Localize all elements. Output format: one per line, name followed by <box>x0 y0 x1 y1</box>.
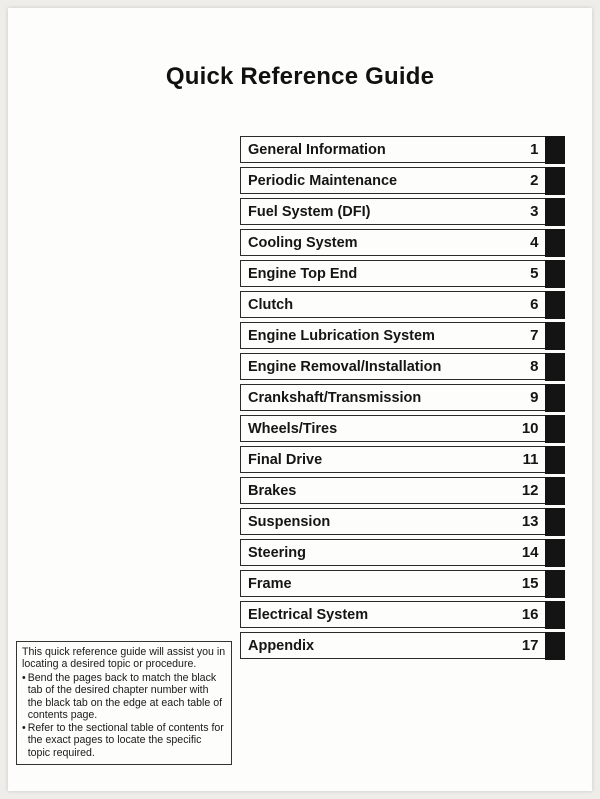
toc-number: 12 <box>517 482 543 499</box>
toc-label: Suspension <box>241 514 517 530</box>
toc-row: Wheels/Tires10 <box>240 415 564 442</box>
toc-number: 13 <box>517 513 543 530</box>
toc-row: General Information1 <box>240 136 564 163</box>
black-tab <box>545 291 565 319</box>
toc-number: 7 <box>517 327 543 344</box>
toc-label: Electrical System <box>241 607 517 623</box>
black-tab <box>545 570 565 598</box>
toc-row: Engine Top End5 <box>240 260 564 287</box>
toc-number: 14 <box>517 544 543 561</box>
toc-label: Crankshaft/Transmission <box>241 390 517 406</box>
table-of-contents: General Information1Periodic Maintenance… <box>240 136 564 663</box>
black-tab <box>545 539 565 567</box>
toc-row: Steering14 <box>240 539 564 566</box>
toc-number: 10 <box>517 420 543 437</box>
note-bullet: Refer to the sectional table of contents… <box>22 722 226 760</box>
toc-row: Engine Removal/Installation8 <box>240 353 564 380</box>
page-title: Quick Reference Guide <box>8 63 592 91</box>
black-tab <box>545 167 565 195</box>
toc-row: Engine Lubrication System7 <box>240 322 564 349</box>
black-tab <box>545 384 565 412</box>
toc-row: Fuel System (DFI)3 <box>240 198 564 225</box>
toc-label: Engine Lubrication System <box>241 328 517 344</box>
toc-label: Steering <box>241 545 517 561</box>
toc-label: Final Drive <box>241 452 517 468</box>
toc-label: Engine Removal/Installation <box>241 359 517 375</box>
black-tab <box>545 415 565 443</box>
toc-label: Clutch <box>241 297 517 313</box>
black-tab <box>545 322 565 350</box>
note-intro: This quick reference guide will assist y… <box>22 646 226 671</box>
page: Quick Reference Guide General Informatio… <box>8 8 592 791</box>
toc-number: 4 <box>517 234 543 251</box>
black-tab <box>545 477 565 505</box>
toc-number: 6 <box>517 296 543 313</box>
toc-row: Final Drive11 <box>240 446 564 473</box>
toc-number: 15 <box>517 575 543 592</box>
black-tab <box>545 198 565 226</box>
toc-number: 5 <box>517 265 543 282</box>
toc-label: General Information <box>241 142 517 158</box>
black-tab <box>545 508 565 536</box>
toc-number: 16 <box>517 606 543 623</box>
black-tab <box>545 446 565 474</box>
toc-label: Brakes <box>241 483 517 499</box>
toc-row: Frame15 <box>240 570 564 597</box>
black-tab <box>545 353 565 381</box>
toc-number: 8 <box>517 358 543 375</box>
toc-label: Frame <box>241 576 517 592</box>
black-tab <box>545 601 565 629</box>
toc-number: 1 <box>517 141 543 158</box>
toc-label: Engine Top End <box>241 266 517 282</box>
toc-number: 3 <box>517 203 543 220</box>
toc-row: Brakes12 <box>240 477 564 504</box>
black-tab <box>545 229 565 257</box>
toc-label: Appendix <box>241 638 517 654</box>
toc-row: Crankshaft/Transmission9 <box>240 384 564 411</box>
toc-row: Electrical System16 <box>240 601 564 628</box>
toc-label: Periodic Maintenance <box>241 173 517 189</box>
toc-row: Cooling System4 <box>240 229 564 256</box>
black-tab <box>545 136 565 164</box>
toc-label: Cooling System <box>241 235 517 251</box>
black-tab <box>545 260 565 288</box>
toc-number: 11 <box>517 451 543 468</box>
instruction-note: This quick reference guide will assist y… <box>16 641 232 766</box>
toc-number: 9 <box>517 389 543 406</box>
toc-number: 2 <box>517 172 543 189</box>
toc-label: Wheels/Tires <box>241 421 517 437</box>
toc-row: Clutch6 <box>240 291 564 318</box>
toc-row: Suspension13 <box>240 508 564 535</box>
toc-row: Periodic Maintenance2 <box>240 167 564 194</box>
black-tab <box>545 632 565 660</box>
toc-label: Fuel System (DFI) <box>241 204 517 220</box>
note-bullet: Bend the pages back to match the black t… <box>22 672 226 722</box>
toc-row: Appendix17 <box>240 632 564 659</box>
toc-number: 17 <box>517 637 543 654</box>
